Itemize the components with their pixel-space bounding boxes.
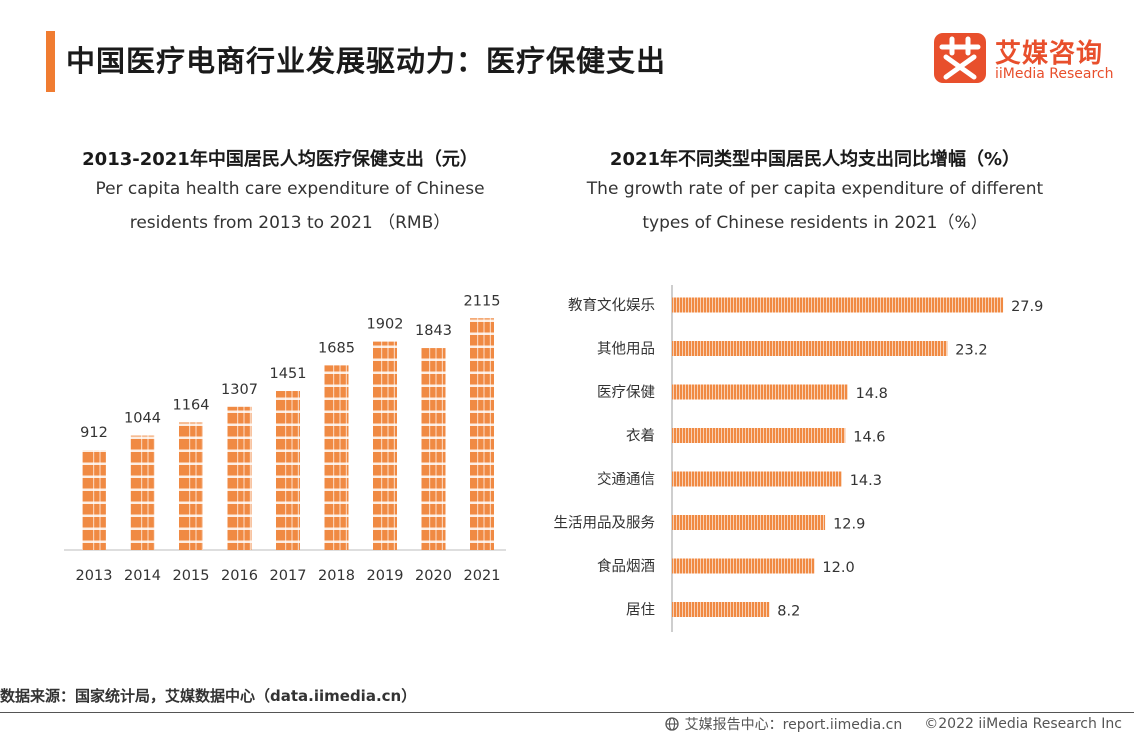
globe-icon	[664, 717, 679, 731]
bar-value-label: 2115	[464, 293, 501, 309]
bar-2015	[179, 422, 203, 550]
bar-value-label: 1685	[318, 340, 355, 356]
hbar-2	[672, 341, 948, 356]
bar-2017	[276, 391, 300, 550]
hbar-value-label: 23.2	[955, 343, 987, 359]
hbar-8	[672, 602, 770, 617]
data-source-note: 数据来源：国家统计局，艾媒数据中心（data.iimedia.cn）	[0, 687, 417, 705]
hbar-value-label: 14.3	[850, 473, 882, 489]
logo-text-cn: 艾媒咨询	[995, 39, 1104, 69]
hbar-value-label: 14.6	[853, 430, 885, 446]
bar-value-label: 1044	[124, 411, 161, 427]
hbar-value-label: 8.2	[777, 604, 800, 620]
category-label: 衣着	[626, 428, 655, 445]
logo-text-en: iiMedia Research	[995, 66, 1114, 82]
left-chart-title-cn: 2013-2021年中国居民人均医疗保健支出（元）	[82, 149, 478, 170]
right-chart-title-en-line2: types of Chinese residents in 2021（%）	[642, 213, 988, 233]
category-label: 教育文化娱乐	[568, 297, 655, 314]
logo-mark-icon	[934, 33, 986, 83]
category-label: 医疗保健	[597, 384, 655, 401]
category-label: 生活用品及服务	[554, 515, 656, 532]
brand-logo: 艾媒咨询 iiMedia Research	[934, 33, 1119, 87]
x-tick-label: 2020	[415, 568, 452, 584]
bar-2020	[421, 348, 446, 550]
page-title: 中国医疗电商行业发展驱动力：医疗保健支出	[66, 44, 667, 78]
copyright-text: ©2022 iiMedia Research Inc	[924, 716, 1122, 732]
right-chart-title-en-line1: The growth rate of per capita expenditur…	[586, 179, 1044, 199]
footer-divider	[0, 712, 1134, 713]
bar-2013	[82, 450, 106, 550]
category-label: 食品烟酒	[597, 558, 655, 575]
category-label: 居住	[626, 602, 655, 619]
right-bar-chart: 教育文化娱乐 27.9 其他用品 23.2 医疗保健 14.8 衣着 14.6 交通通信 14.3…	[554, 285, 1043, 632]
hbar-value-label: 12.0	[822, 560, 854, 576]
bar-2018	[324, 365, 349, 550]
x-tick-label: 2013	[76, 568, 113, 584]
x-tick-label: 2019	[367, 568, 404, 584]
hbar-4	[672, 428, 846, 443]
bar-value-label: 1307	[221, 382, 258, 398]
bar-value-label: 1164	[173, 397, 210, 413]
category-label: 其他用品	[597, 341, 655, 358]
x-tick-label: 2018	[318, 568, 355, 584]
bar-2021	[470, 318, 494, 550]
hbar-3	[672, 384, 848, 400]
hbar-value-label: 12.9	[833, 517, 865, 533]
left-bar-chart: 912 2013 1044 2014 1164 2015 1307 2016 1451 2017 1…	[64, 293, 506, 584]
footer: 艾媒报告中心：report.iimedia.cn ©2022 iiMedia R…	[664, 714, 1122, 734]
bar-value-label: 912	[80, 425, 108, 441]
x-tick-label: 2021	[464, 568, 501, 584]
x-tick-label: 2014	[124, 568, 161, 584]
left-chart-title-en-line1: Per capita health care expenditure of Ch…	[95, 179, 485, 199]
x-tick-label: 2017	[270, 568, 307, 584]
left-chart-title-en-line2: residents from 2013 to 2021 （RMB）	[129, 213, 451, 233]
bar-2016	[227, 406, 252, 550]
hbar-value-label: 27.9	[1011, 299, 1043, 315]
hbar-6	[672, 515, 826, 530]
x-tick-label: 2016	[221, 568, 258, 584]
hbar-7	[672, 558, 815, 574]
hbar-5	[672, 471, 842, 487]
hbar-value-label: 14.8	[856, 386, 888, 402]
title-accent-bar	[46, 31, 55, 92]
bar-value-label: 1843	[415, 323, 452, 339]
right-chart-title-cn: 2021年不同类型中国居民人均支出同比增幅（%）	[609, 149, 1021, 170]
bar-2019	[373, 341, 397, 550]
x-tick-label: 2015	[173, 568, 210, 584]
bar-2014	[130, 435, 155, 550]
report-center-link[interactable]: 艾媒报告中心：report.iimedia.cn	[684, 717, 903, 733]
bar-value-label: 1451	[270, 366, 307, 382]
category-label: 交通通信	[597, 470, 655, 488]
hbar-1	[672, 297, 1004, 313]
bar-value-label: 1902	[367, 317, 404, 333]
